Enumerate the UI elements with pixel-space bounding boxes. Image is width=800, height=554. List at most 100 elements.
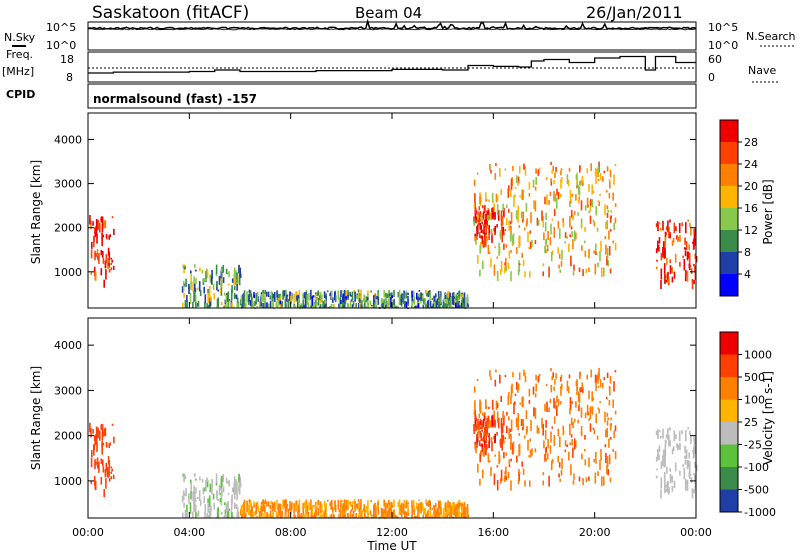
noise-panel-frame	[87, 21, 697, 51]
velocity-scatter-cell	[476, 437, 478, 445]
velocity-scatter-cell	[569, 408, 571, 415]
power-scatter-cell	[507, 188, 510, 198]
power-scatter-cell	[571, 231, 573, 238]
velocity-scatter-cell	[446, 513, 449, 518]
power-scatter-cell	[499, 168, 501, 177]
velocity-scatter-cell	[365, 506, 368, 512]
power-scatter-cell	[323, 291, 326, 298]
velocity-scatter-cell	[669, 427, 671, 431]
power-scatter-cell	[341, 303, 344, 308]
power-scatter-cell	[681, 222, 683, 227]
power-scatter-cell	[96, 233, 98, 244]
velocity-scatter-cell	[585, 477, 588, 483]
power-scatter-cell	[454, 297, 456, 306]
velocity-scatter-cell	[500, 395, 502, 402]
power-scatter-cell	[230, 289, 233, 301]
velocity-scatter-cell	[465, 516, 468, 518]
velocity-scatter-cell	[568, 451, 570, 461]
power-scatter-cell	[552, 165, 554, 172]
velocity-scatter-cell	[340, 499, 342, 507]
velocity-scatter-cell	[598, 408, 600, 414]
power-scatter-cell	[204, 279, 207, 282]
velocity-scatter-cell	[262, 499, 264, 512]
freq-left-tick-bottom: 8	[66, 71, 73, 84]
velocity-scatter-cell	[510, 396, 512, 404]
power-scatter-cell	[693, 263, 695, 267]
power-scatter-cell	[340, 299, 342, 304]
power-scatter-cell	[95, 226, 97, 235]
velocity-scatter-cell	[312, 515, 314, 518]
velocity-scatter-cell	[235, 488, 237, 495]
velocity-scatter-cell	[347, 504, 349, 508]
power-scatter-cell	[261, 294, 263, 303]
power-scatter-cell	[614, 203, 617, 207]
power-scatter-cell	[494, 173, 497, 180]
power-scatter-cell	[94, 250, 96, 261]
power-scatter-cell	[192, 282, 194, 292]
power-scatter-cell	[537, 169, 540, 176]
power-scatter-cell	[434, 301, 436, 308]
velocity-scatter-cell	[477, 426, 479, 430]
power-scatter-cell	[369, 300, 372, 306]
velocity-scatter-cell	[594, 374, 597, 383]
power-scatter-cell	[496, 224, 498, 228]
time-axis: 00:00 04:00 08:00 12:00 16:00 20:00 00:00	[72, 113, 712, 539]
power-scatter-cell	[678, 223, 681, 233]
power-scatter-cell	[443, 298, 445, 302]
power-scatter-cell	[359, 298, 361, 303]
velocity-scatter-cell	[329, 502, 331, 506]
velocity-scatter-cell	[492, 424, 495, 428]
velocity-scatter-cell	[664, 482, 666, 494]
velocity-scatter-cell	[211, 479, 213, 489]
power-scatter-cell	[359, 295, 361, 300]
power-scatter-cell	[211, 270, 213, 279]
power-scatter-cell	[669, 219, 671, 223]
power-scatter-cell	[500, 189, 502, 195]
velocity-scatter-cell	[422, 515, 425, 518]
power-scatter-cell	[296, 295, 298, 301]
velocity-scatter-cell	[383, 499, 385, 507]
velocity-scatter-cell	[395, 516, 398, 518]
velocity-scatter-cell	[243, 499, 246, 511]
power-scatter-cell	[553, 179, 555, 184]
power-scatter-cell	[384, 296, 387, 305]
velocity-scatter-cell	[479, 430, 481, 438]
velocity-scatter-cell	[370, 500, 372, 503]
power-scatter-cell	[523, 163, 525, 170]
power-scatter-cell	[184, 300, 187, 308]
velocity-colorbar-swatch	[720, 422, 738, 445]
power-scatter-cell	[657, 224, 659, 231]
power-scatter-cell	[517, 181, 519, 186]
power-scatter-cell	[110, 257, 113, 260]
power-scatter-cell	[245, 302, 247, 308]
power-scatter-cell	[525, 202, 528, 212]
velocity-scatter-cell	[443, 508, 445, 512]
velocity-scatter-cell	[217, 507, 219, 518]
velocity-scatter-cell	[485, 444, 487, 451]
velocity-scatter-cell	[595, 460, 597, 464]
cpid-label: CPID	[6, 88, 35, 101]
x-tick-label: 20:00	[579, 526, 611, 539]
power-scatter-cell	[403, 301, 406, 304]
power-scatter-cell	[361, 299, 363, 304]
power-scatter-cell	[584, 250, 587, 257]
velocity-scatter-cell	[534, 393, 537, 398]
power-scatter-cell	[435, 300, 437, 308]
power-scatter-cell	[308, 292, 310, 301]
power-scatter-cell	[236, 272, 238, 283]
power-scatter-cell	[564, 232, 567, 239]
power-scatter-cell	[572, 271, 575, 276]
power-scatter-cell	[484, 220, 487, 225]
velocity-scatter-cell	[225, 514, 227, 518]
velocity-scatter-cell	[220, 476, 223, 481]
power-scatter-cell	[413, 296, 416, 305]
velocity-scatter-cell	[487, 433, 489, 436]
freq-label: Freq.	[6, 48, 33, 61]
power-colorbar-tick-label: 16	[744, 202, 758, 215]
velocity-scatter-cell	[521, 461, 523, 467]
power-scatter-cell	[220, 301, 223, 306]
velocity-scatter-cell	[535, 374, 537, 381]
velocity-scatter-cell	[391, 516, 394, 518]
velocity-scatter-cell	[313, 513, 316, 518]
